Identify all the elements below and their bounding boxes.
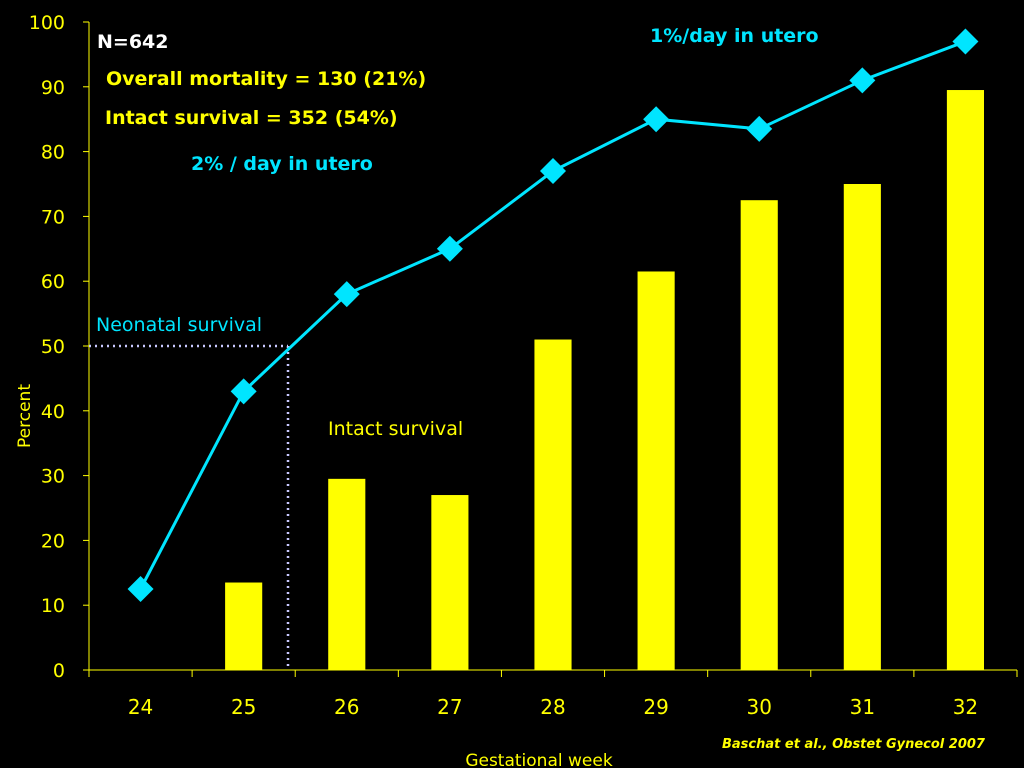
x-tick-label: 32	[953, 695, 978, 719]
y-tick-label: 30	[41, 466, 65, 488]
y-axis-title: Percent	[15, 384, 35, 448]
x-tick-label: 30	[746, 695, 771, 719]
y-tick-label: 60	[41, 271, 65, 293]
y-tick-label: 100	[29, 12, 65, 34]
bar-intact-survival	[225, 582, 263, 670]
bar-intact-survival	[328, 478, 366, 670]
bar-intact-survival	[534, 339, 572, 670]
series-label-neonatal-survival: Neonatal survival	[96, 314, 262, 336]
marker-neonatal-survival	[952, 28, 979, 55]
line-series	[127, 28, 979, 602]
bar-intact-survival	[431, 495, 469, 670]
y-tick-label: 40	[41, 401, 65, 423]
x-tick-label: 24	[128, 695, 153, 719]
y-tick-label: 70	[41, 206, 65, 228]
y-tick-label: 90	[41, 77, 65, 99]
x-axis-title: Gestational week	[465, 751, 613, 768]
annotation-n: N=642	[97, 31, 168, 53]
y-tick-label: 20	[41, 530, 65, 552]
x-tick-label: 27	[437, 695, 462, 719]
marker-neonatal-survival	[746, 115, 773, 142]
x-tick-label: 29	[643, 695, 668, 719]
y-ticks: 0 10 20 30 40 50 60 70 80 90 100	[29, 12, 89, 682]
y-tick-label: 10	[41, 595, 65, 617]
marker-neonatal-survival	[436, 235, 463, 262]
annotation-rate-early: 2% / day in utero	[191, 153, 373, 175]
bar-intact-survival	[740, 200, 778, 670]
x-tick-label: 28	[540, 695, 565, 719]
marker-neonatal-survival	[230, 378, 257, 405]
y-tick-label: 50	[41, 336, 65, 358]
x-ticks: 24 25 26 27 28 29 30 31 32	[88, 670, 1018, 719]
marker-neonatal-survival	[643, 106, 670, 133]
bar-intact-survival	[843, 184, 881, 670]
marker-neonatal-survival	[333, 281, 360, 308]
y-tick-label: 80	[41, 142, 65, 164]
x-tick-label: 26	[334, 695, 359, 719]
reference-line	[89, 344, 290, 670]
citation: Baschat et al., Obstet Gynecol 2007	[722, 737, 986, 752]
bar-intact-survival	[637, 271, 675, 670]
marker-neonatal-survival	[127, 576, 154, 602]
x-tick-label: 31	[850, 695, 875, 719]
y-tick-label: 0	[53, 660, 65, 682]
marker-neonatal-survival	[540, 158, 566, 185]
x-tick-label: 25	[231, 695, 256, 719]
series-label-intact-survival: Intact survival	[328, 418, 463, 440]
annotation-intact-total: Intact survival = 352 (54%)	[105, 107, 398, 129]
annotation-mortality: Overall mortality = 130 (21%)	[106, 68, 426, 90]
bar-intact-survival	[946, 90, 985, 671]
bar-series	[225, 90, 985, 671]
annotation-rate-late: 1%/day in utero	[650, 25, 819, 47]
marker-neonatal-survival	[849, 67, 876, 94]
